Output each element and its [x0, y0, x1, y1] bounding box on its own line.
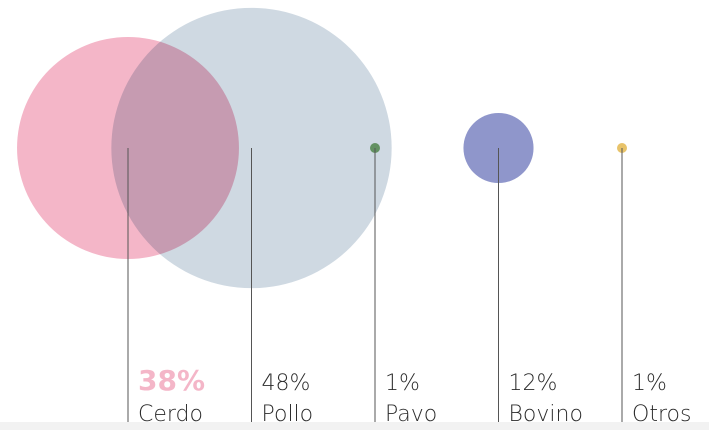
value-label: 38% — [138, 364, 205, 397]
value-label: 1% — [385, 371, 420, 396]
category-label: Pollo — [262, 402, 314, 427]
category-label: Cerdo — [138, 402, 203, 427]
category-label: Otros — [632, 402, 691, 427]
value-label: 48% — [262, 371, 311, 396]
category-label: Pavo — [385, 402, 437, 427]
footer-band — [0, 422, 709, 430]
value-label: 12% — [509, 371, 558, 396]
category-label: Bovino — [509, 402, 583, 427]
value-label: 1% — [632, 371, 667, 396]
